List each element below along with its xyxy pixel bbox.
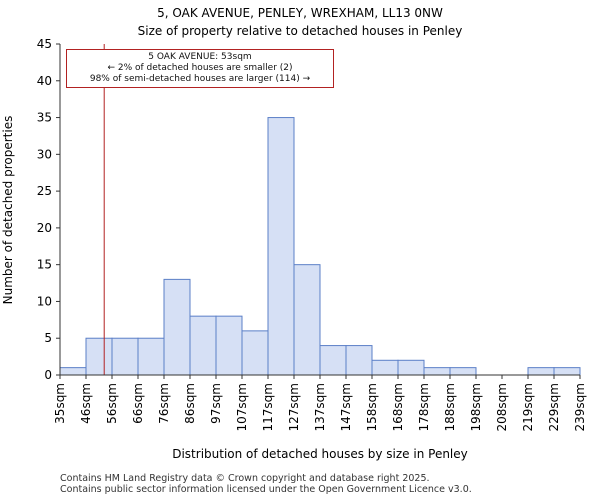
bar-107sqm	[241, 330, 269, 376]
y-tick-label: 45	[37, 37, 52, 51]
y-tick-label: 35	[37, 111, 52, 125]
x-tick-label: 178sqm	[417, 383, 431, 431]
chart-subtitle: Size of property relative to detached ho…	[138, 24, 463, 38]
bar-56sqm	[111, 337, 139, 376]
footer: Contains HM Land Registry data © Crown c…	[60, 473, 472, 495]
x-tick-label: 219sqm	[521, 383, 535, 431]
bar-76sqm	[163, 278, 191, 376]
bar-35sqm	[59, 367, 87, 376]
bar-66sqm	[137, 337, 165, 376]
axes-group: 0 5 10 15 20 25 30 35 40 45 35sqm 46sqm 56sqm 66sqm 76…	[37, 37, 587, 431]
y-tick-label: 5	[44, 331, 52, 345]
bar-97sqm	[215, 315, 243, 376]
y-tick-label: 30	[37, 147, 52, 161]
bar-168sqm	[397, 359, 425, 376]
x-tick-label: 46sqm	[79, 383, 93, 424]
annotation-title: 5 OAK AVENUE: 53sqm	[148, 52, 252, 62]
x-tick-label: 97sqm	[209, 383, 223, 424]
y-tick-label: 10	[37, 294, 52, 308]
x-tick-label: 66sqm	[131, 383, 145, 424]
x-tick-label: 127sqm	[287, 383, 301, 431]
x-tick-label: 76sqm	[157, 383, 171, 424]
x-tick-label: 168sqm	[391, 383, 405, 431]
bar-127sqm	[293, 264, 321, 376]
annotation-larger: 98% of semi-detached houses are larger (…	[89, 74, 311, 84]
annotation-smaller: ← 2% of detached houses are smaller (2)	[107, 63, 293, 73]
bar-219sqm	[527, 367, 555, 376]
bar-86sqm	[189, 315, 217, 376]
x-tick-label: 86sqm	[183, 383, 197, 424]
chart-title: 5, OAK AVENUE, PENLEY, WREXHAM, LL13 0NW	[157, 6, 443, 20]
x-tick-label: 56sqm	[105, 383, 119, 424]
y-axis-label: Number of detached properties	[1, 116, 15, 305]
x-axis-label: Distribution of detached houses by size …	[172, 447, 468, 461]
y-tick-label: 40	[37, 74, 52, 88]
y-tick-label: 0	[44, 368, 52, 382]
y-tick-label: 20	[37, 221, 52, 235]
x-tick-label: 198sqm	[469, 383, 483, 431]
bar-137sqm	[319, 345, 347, 376]
x-tick-label: 208sqm	[495, 383, 509, 431]
x-tick-label: 137sqm	[313, 383, 327, 431]
bar-158sqm	[371, 359, 399, 376]
annotation-box: 5 OAK AVENUE: 53sqm ← 2% of detached hou…	[66, 49, 334, 88]
x-tick-label: 117sqm	[261, 383, 275, 431]
bar-188sqm	[449, 367, 477, 376]
bar-178sqm	[423, 367, 451, 376]
bar-229sqm	[553, 367, 581, 376]
bar-46sqm	[85, 337, 113, 376]
x-tick-label: 188sqm	[443, 383, 457, 431]
x-tick-label: 107sqm	[235, 383, 249, 431]
y-tick-label: 15	[37, 258, 52, 272]
x-tick-label: 147sqm	[339, 383, 353, 431]
bar-117sqm	[267, 117, 295, 376]
y-tick-label: 25	[37, 184, 52, 198]
x-tick-label: 158sqm	[365, 383, 379, 431]
bars-group	[59, 117, 581, 376]
x-tick-label: 35sqm	[53, 383, 67, 424]
x-tick-label: 239sqm	[573, 383, 587, 431]
bar-147sqm	[345, 345, 373, 376]
x-tick-label: 229sqm	[547, 383, 561, 431]
footer-licence: Contains public sector information licen…	[60, 484, 472, 495]
footer-copyright: Contains HM Land Registry data © Crown c…	[60, 473, 430, 484]
